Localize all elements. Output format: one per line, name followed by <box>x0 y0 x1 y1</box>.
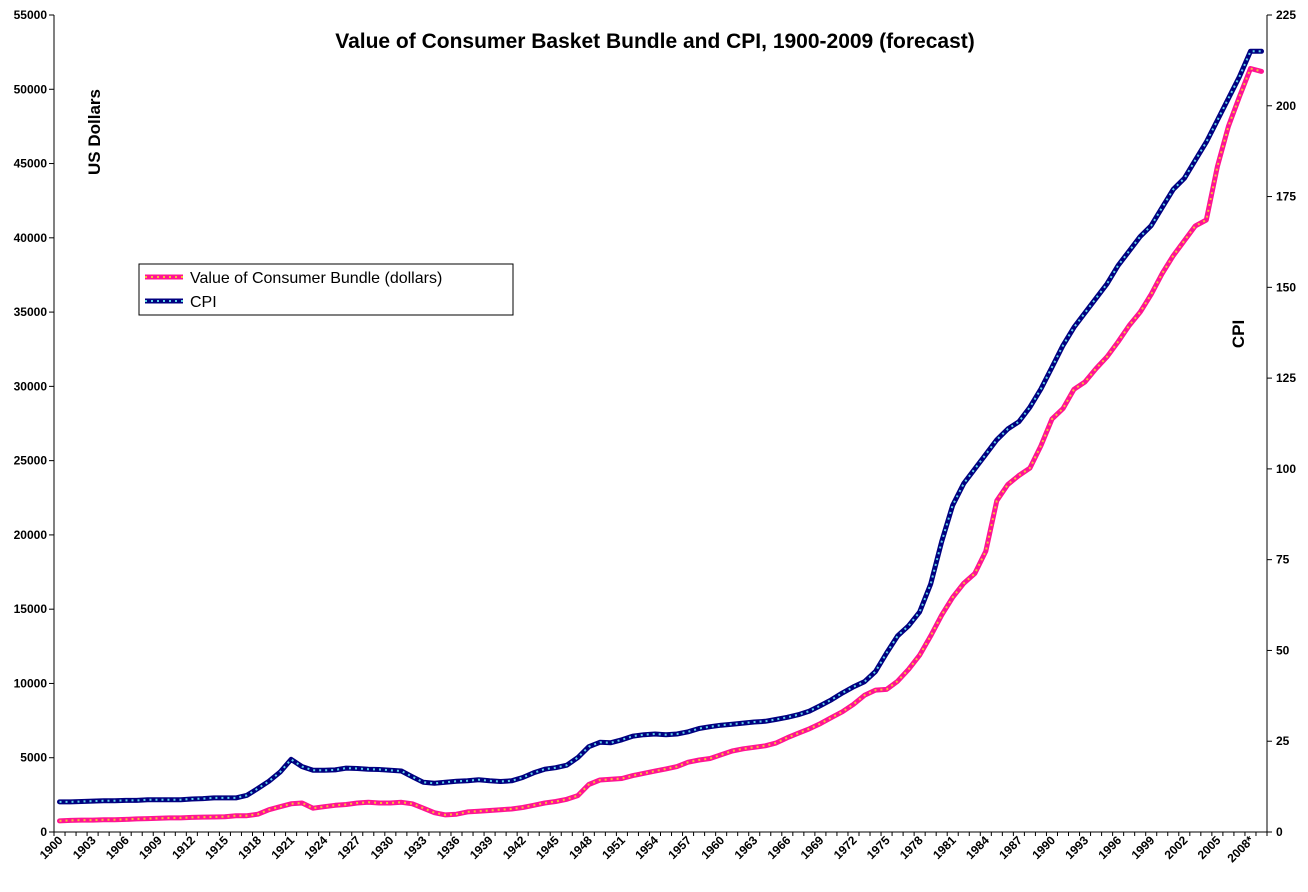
x-tick-label: 2002 <box>1162 833 1191 862</box>
right-y-tick-label: 175 <box>1276 190 1296 204</box>
x-tick-label: 1987 <box>996 833 1025 862</box>
plot-background <box>54 15 1267 832</box>
right-y-tick-label: 200 <box>1276 99 1296 113</box>
left-y-tick-label: 45000 <box>14 157 48 171</box>
right-y-tick-label: 25 <box>1276 734 1290 748</box>
left-y-tick-label: 20000 <box>14 528 48 542</box>
x-tick-label: 2008* <box>1224 833 1256 865</box>
series-dots-cpi <box>59 50 1262 803</box>
x-tick-label: 1990 <box>1029 833 1058 862</box>
right-y-tick-label: 100 <box>1276 462 1296 476</box>
x-tick-label: 1960 <box>698 833 727 862</box>
x-tick-label: 1927 <box>335 833 364 862</box>
legend: Value of Consumer Bundle (dollars) CPI <box>138 263 514 316</box>
x-tick-label: 1903 <box>70 833 99 862</box>
right-axis-title: CPI <box>1229 320 1248 348</box>
left-y-tick-label: 50000 <box>14 82 48 96</box>
left-y-axis: 0 5000 10000 15000 20000 25000 30000 35000 40000… <box>14 8 54 839</box>
legend-label-consumer-bundle: Value of Consumer Bundle (dollars) <box>190 270 442 287</box>
x-tick-label: 1936 <box>434 833 463 862</box>
left-y-tick-label: 15000 <box>14 602 48 616</box>
left-y-tick-label: 35000 <box>14 305 48 319</box>
series-dots-consumer-bundle <box>59 67 1262 822</box>
left-axis-title: US Dollars <box>85 89 104 175</box>
x-tick-label: 1939 <box>467 833 496 862</box>
left-y-tick-label: 30000 <box>14 379 48 393</box>
left-y-tick-label: 10000 <box>14 676 48 690</box>
right-y-axis: 0 25 50 75 100 125 150 175 200 225 <box>1267 8 1296 839</box>
legend-label-cpi: CPI <box>190 294 217 311</box>
x-tick-label: 1963 <box>732 833 761 862</box>
x-tick-label: 1918 <box>235 833 264 862</box>
x-tick-label: 1912 <box>169 833 198 862</box>
x-tick-label: 1945 <box>533 833 562 862</box>
legend-entry-consumer-bundle: Value of Consumer Bundle (dollars) <box>145 270 442 287</box>
x-tick-label: 1993 <box>1062 833 1091 862</box>
left-y-tick-label: 40000 <box>14 231 48 245</box>
x-tick-label: 1942 <box>500 833 529 862</box>
x-tick-label: 1930 <box>368 833 397 862</box>
x-tick-label: 1984 <box>963 833 992 862</box>
right-y-tick-label: 50 <box>1276 643 1290 657</box>
x-tick-label: 1906 <box>103 833 132 862</box>
x-tick-label: 1975 <box>864 833 893 862</box>
chart-title: Value of Consumer Basket Bundle and CPI,… <box>335 30 975 53</box>
x-tick-label: 1924 <box>302 833 331 862</box>
x-tick-label: 1966 <box>765 833 794 862</box>
legend-box <box>138 263 514 316</box>
x-tick-label: 2005 <box>1195 833 1224 862</box>
left-y-tick-label: 55000 <box>14 8 48 22</box>
left-y-tick-label: 0 <box>40 825 47 839</box>
right-y-tick-label: 150 <box>1276 280 1296 294</box>
x-tick-label: 1981 <box>930 833 959 862</box>
x-tick-label: 1915 <box>202 833 231 862</box>
left-y-tick-label: 25000 <box>14 454 48 468</box>
right-y-tick-label: 125 <box>1276 371 1296 385</box>
x-tick-label: 1978 <box>897 833 926 862</box>
x-tick-label: 1951 <box>599 833 628 862</box>
right-y-tick-label: 0 <box>1276 825 1283 839</box>
x-tick-label: 1954 <box>632 833 661 862</box>
left-y-tick-label: 5000 <box>20 751 47 765</box>
x-axis: 1900 1903 1906 1909 1912 1915 1918 1921 1924 1927… <box>37 832 1268 865</box>
legend-entry-cpi: CPI <box>145 294 217 311</box>
x-tick-label: 1972 <box>831 833 860 862</box>
x-tick-label: 1933 <box>401 833 430 862</box>
right-y-tick-label: 225 <box>1276 8 1296 22</box>
right-y-tick-label: 75 <box>1276 553 1290 567</box>
x-tick-label: 1996 <box>1095 833 1124 862</box>
series-layer <box>57 48 1264 824</box>
x-tick-label: 1948 <box>566 833 595 862</box>
x-tick-label: 1969 <box>798 833 827 862</box>
x-tick-label: 1957 <box>665 833 694 862</box>
x-tick-label: 1999 <box>1129 833 1158 862</box>
plot-area <box>53 15 1268 833</box>
x-tick-label: 1921 <box>268 833 297 862</box>
x-tick-label: 1909 <box>136 833 165 862</box>
